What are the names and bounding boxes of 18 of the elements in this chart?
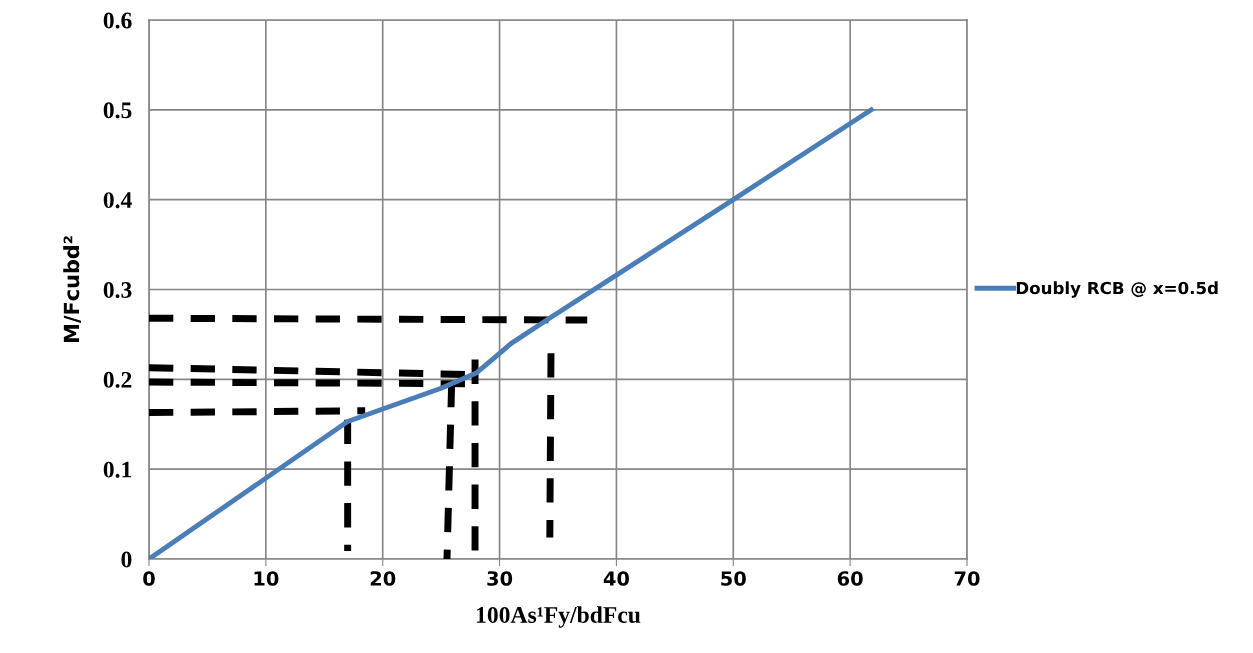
y-tick-label: 0.4: [103, 192, 132, 209]
y-tick-label: 0.6: [103, 12, 132, 29]
y-tick-label: 0.3: [103, 281, 132, 299]
y-tick-label: 0: [121, 551, 132, 568]
x-tick-label: 50: [721, 571, 746, 586]
x-tick-label: 20: [370, 571, 396, 586]
legend-label: Doubly RCB @ x=0.5d: [1016, 281, 1218, 298]
x-tick-label: 30: [487, 571, 513, 586]
y-axis-title: M/Fcubd²: [63, 236, 81, 342]
x-tick-label: 10: [254, 571, 279, 586]
y-tick-label: 0.1: [103, 461, 132, 478]
x-tick-label: 0: [143, 571, 155, 586]
x-tick-label: 40: [603, 571, 630, 586]
x-tick-label: 70: [954, 571, 980, 586]
y-tick-label: 0.2: [103, 371, 132, 388]
x-axis-title: 100As¹Fy/bdFcu: [476, 606, 641, 628]
y-tick-label: 0.5: [103, 102, 132, 119]
x-tick-label: 60: [837, 571, 863, 586]
